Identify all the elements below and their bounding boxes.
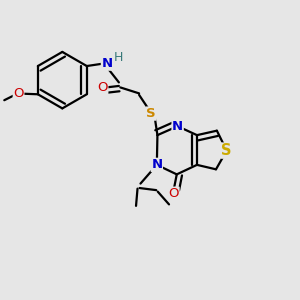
Text: S: S: [221, 143, 232, 158]
Text: O: O: [169, 187, 179, 200]
Text: N: N: [172, 120, 183, 133]
Text: N: N: [151, 158, 162, 171]
Text: H: H: [114, 51, 123, 64]
Text: O: O: [13, 87, 24, 100]
Text: N: N: [101, 57, 112, 70]
Text: O: O: [97, 81, 108, 94]
Text: S: S: [146, 107, 156, 120]
